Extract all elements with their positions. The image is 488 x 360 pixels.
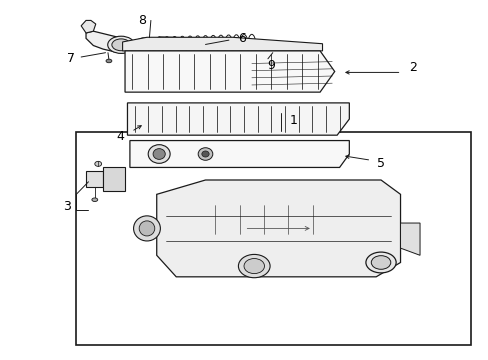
Text: 8: 8 — [138, 14, 146, 27]
Polygon shape — [86, 31, 137, 53]
Polygon shape — [130, 140, 348, 167]
Polygon shape — [125, 51, 334, 92]
Ellipse shape — [263, 51, 282, 70]
Ellipse shape — [202, 151, 209, 157]
Ellipse shape — [139, 221, 155, 236]
Text: 7: 7 — [67, 51, 75, 64]
Polygon shape — [122, 37, 322, 51]
Polygon shape — [86, 171, 103, 187]
Text: 4: 4 — [116, 130, 124, 144]
Ellipse shape — [244, 258, 264, 274]
Ellipse shape — [106, 59, 112, 63]
Polygon shape — [159, 37, 255, 59]
Polygon shape — [103, 167, 125, 191]
Ellipse shape — [92, 198, 98, 202]
Ellipse shape — [267, 55, 278, 67]
Ellipse shape — [134, 38, 155, 55]
Polygon shape — [157, 180, 400, 277]
Text: 5: 5 — [376, 157, 384, 170]
Text: 2: 2 — [408, 60, 416, 73]
Ellipse shape — [198, 148, 212, 160]
Ellipse shape — [238, 255, 269, 278]
Polygon shape — [127, 103, 348, 135]
Ellipse shape — [112, 39, 130, 51]
Ellipse shape — [365, 252, 395, 273]
Ellipse shape — [95, 161, 102, 166]
Text: 3: 3 — [62, 201, 70, 213]
Ellipse shape — [133, 216, 160, 241]
Polygon shape — [81, 21, 96, 33]
Ellipse shape — [148, 145, 170, 163]
Text: 9: 9 — [267, 59, 275, 72]
Ellipse shape — [138, 41, 151, 52]
Bar — [76, 132, 470, 345]
Text: 6: 6 — [238, 32, 245, 45]
Polygon shape — [141, 54, 148, 57]
Ellipse shape — [370, 256, 390, 269]
Ellipse shape — [153, 149, 165, 159]
Text: 1: 1 — [289, 114, 297, 127]
Polygon shape — [400, 223, 419, 255]
Ellipse shape — [107, 36, 134, 53]
